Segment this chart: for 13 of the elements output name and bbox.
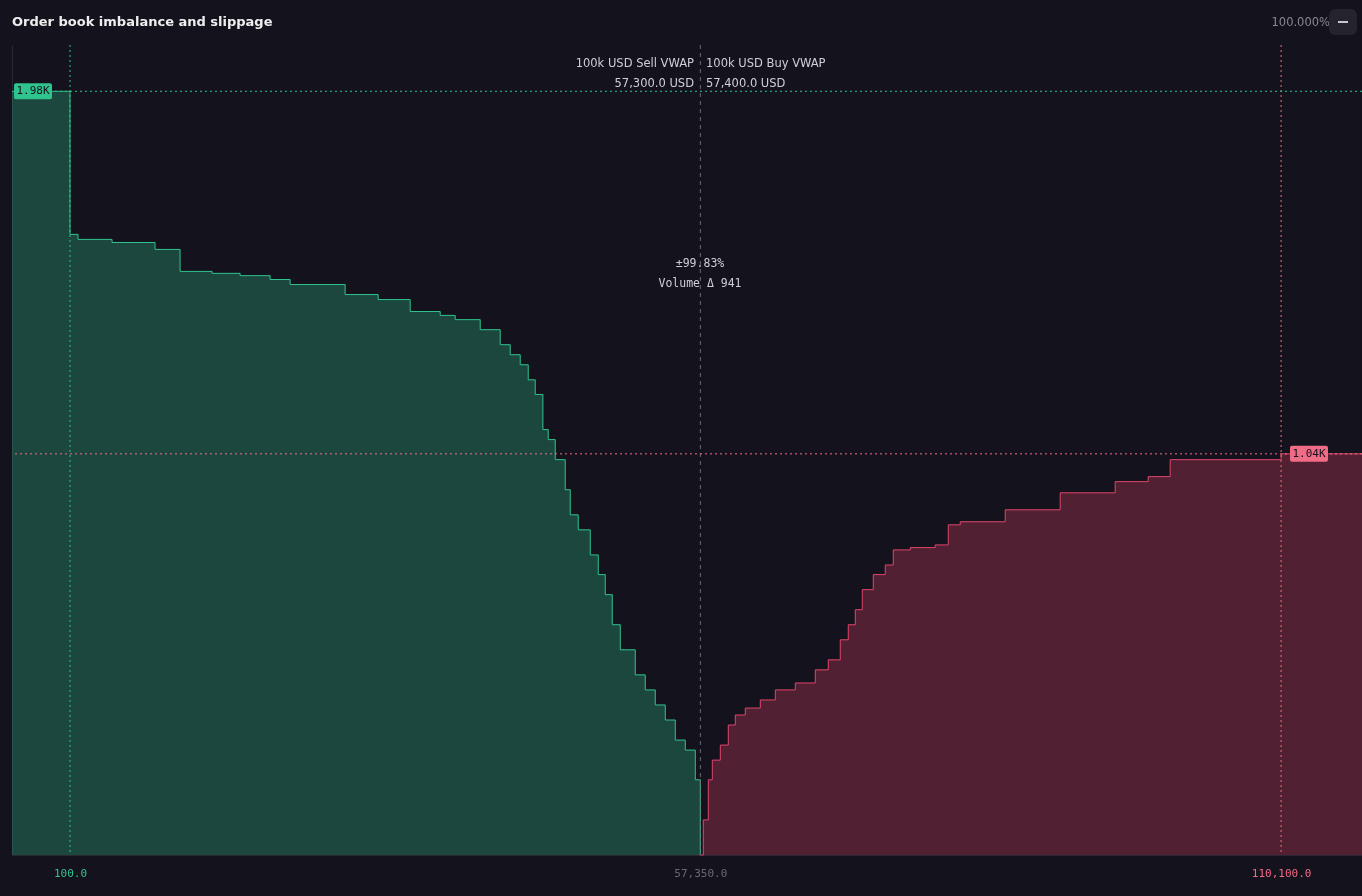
annotation: 100k USD Buy VWAP [706,56,826,70]
text: 100.000% [1271,15,1331,29]
annotation: 57,300.0 USD [614,76,695,90]
ref-line-label: 1.04K [1292,446,1326,460]
chart-title: Order book imbalance and slippage [12,14,273,29]
annotation: 57,400.0 USD [706,76,786,90]
annotation: 100k USD Sell VWAP [575,56,695,70]
annotation: ±99.83% [675,256,725,270]
x-tick-label: 57,350.0 [674,866,728,880]
x-tick-label: 100.0 [53,866,88,880]
annotation: Volume Δ 941 [658,276,742,290]
x-tick-label: 110,100.0 [1251,866,1312,880]
ref-line-label: 1.98K [16,84,50,98]
